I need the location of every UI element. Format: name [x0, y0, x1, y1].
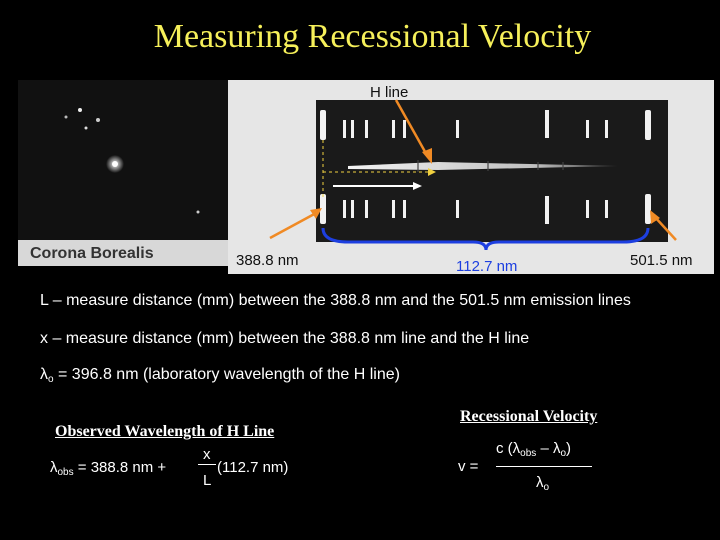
h-line-label: H line [370, 84, 408, 101]
L-definition: L – measure distance (mm) between the 38… [40, 292, 631, 309]
recession-numerator: c (λobs – λo) [496, 440, 572, 459]
spectrum-photo: Corona Borealis [18, 80, 714, 274]
corona-borealis-label: Corona Borealis [30, 245, 154, 262]
recession-heading: Recessional Velocity [460, 408, 598, 425]
observed-formula: λobs = 388.8 nm + x L (112.7 nm) [50, 446, 350, 496]
arrow-501 [653, 215, 677, 241]
h-line-arrow [394, 99, 430, 158]
observed-numerator: x [203, 446, 211, 463]
lambda0-text: = 396.8 nm (laboratory wavelength of the… [58, 366, 400, 383]
label-501: 501.5 nm [630, 252, 693, 269]
arrow-388 [269, 210, 319, 240]
emission-lines-upper [320, 110, 651, 140]
recession-lhs: v = [458, 458, 479, 475]
lambda0-symbol: λo [40, 366, 54, 385]
emission-lines-lower [320, 194, 651, 224]
label-112: 112.7 nm [456, 258, 517, 274]
star-spectrum-streak [348, 162, 618, 170]
observed-lhs: λobs = 388.8 nm + [50, 459, 167, 478]
x-definition: x – measure distance (mm) between the 38… [40, 330, 530, 347]
observed-heading: Observed Wavelength of H Line [55, 423, 275, 440]
label-388: 388.8 nm [236, 252, 299, 269]
observed-denominator: L [203, 472, 212, 489]
recession-formula: v = c (λobs – λo) λo [458, 438, 618, 496]
measurement-bracket [321, 227, 650, 251]
observed-fraction-bar [198, 464, 216, 465]
recession-fraction-bar [496, 466, 592, 467]
observed-rhs: (112.7 nm) [217, 459, 289, 476]
slide-title: Measuring Recessional Velocity [153, 18, 592, 55]
recession-denominator: λo [536, 474, 550, 493]
lambda0-definition: λo = 396.8 nm (laboratory wavelength of … [40, 366, 400, 385]
